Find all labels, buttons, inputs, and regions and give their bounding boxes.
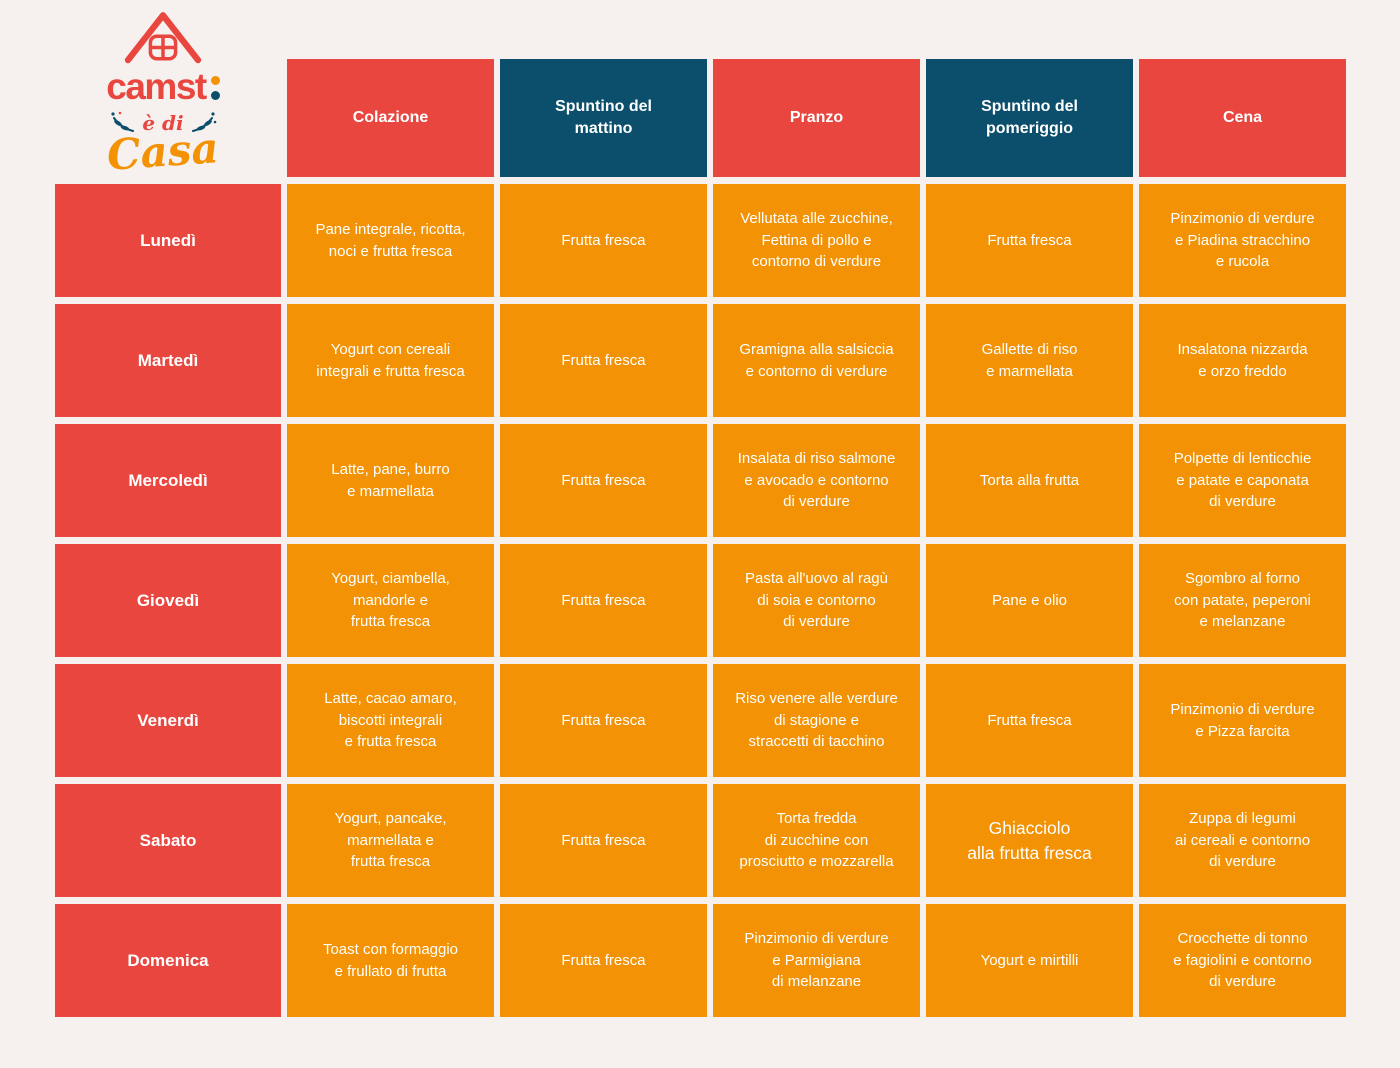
logo-tagline: è di: [109, 111, 216, 135]
meal-cell: Frutta fresca: [500, 784, 707, 897]
day-cell: Mercoledì: [55, 424, 281, 537]
meal-cell: Pinzimonio di verdure e Piadina stracchi…: [1139, 184, 1346, 297]
brand-colon-icon: [210, 76, 220, 100]
day-cell: Giovedì: [55, 544, 281, 657]
meal-cell: Latte, pane, burro e marmellata: [287, 424, 494, 537]
tagline-text: è di: [142, 111, 184, 135]
meal-cell: Frutta fresca: [500, 304, 707, 417]
day-cell: Sabato: [55, 784, 281, 897]
meal-cell: Latte, cacao amaro, biscotti integrali e…: [287, 664, 494, 777]
day-cell: Martedì: [55, 304, 281, 417]
meal-cell: Insalata di riso salmone e avocado e con…: [713, 424, 920, 537]
column-header: Spuntino del mattino: [500, 59, 707, 177]
menu-grid: Colazione Spuntino del mattino Pranzo Spunt…: [55, 59, 1346, 1017]
brand-name: camst: [106, 66, 207, 107]
house-roof-icon: [124, 12, 202, 64]
meal-cell: Torta fredda di zucchine con prosciutto …: [713, 784, 920, 897]
meal-cell: Pinzimonio di verdure e Pizza farcita: [1139, 664, 1346, 777]
meal-cell: Frutta fresca: [500, 424, 707, 537]
day-cell: Domenica: [55, 904, 281, 1017]
meal-cell: Toast con formaggio e frullato di frutta: [287, 904, 494, 1017]
colon-dot-orange: [210, 76, 220, 85]
column-header: Colazione: [287, 59, 494, 177]
meal-cell: Sgombro al forno con patate, peperoni e …: [1139, 544, 1346, 657]
corner-spacer: [55, 59, 281, 177]
meal-cell: Ghiacciolo alla frutta fresca: [926, 784, 1133, 897]
meal-cell: Pane e olio: [926, 544, 1133, 657]
meal-cell: Frutta fresca: [926, 664, 1133, 777]
meal-cell: Gramigna alla salsiccia e contorno di ve…: [713, 304, 920, 417]
meal-cell: Frutta fresca: [500, 664, 707, 777]
meal-cell: Pane integrale, ricotta, noci e frutta f…: [287, 184, 494, 297]
column-header: Cena: [1139, 59, 1346, 177]
leaf-sprig-left-icon: [111, 111, 135, 132]
column-header: Pranzo: [713, 59, 920, 177]
meal-cell: Vellutata alle zucchine, Fettina di poll…: [713, 184, 920, 297]
meal-cell: Torta alla frutta: [926, 424, 1133, 537]
meal-cell: Yogurt con cereali integrali e frutta fr…: [287, 304, 494, 417]
meal-cell: Insalatona nizzarda e orzo freddo: [1139, 304, 1346, 417]
leaf-sprig-right-icon: [191, 112, 216, 132]
meal-cell: Yogurt e mirtilli: [926, 904, 1133, 1017]
camst-logo: camst è di Casa: [88, 8, 238, 180]
meal-cell: Frutta fresca: [500, 184, 707, 297]
meal-cell: Pasta all'uovo al ragù di soia e contorn…: [713, 544, 920, 657]
day-cell: Venerdì: [55, 664, 281, 777]
day-cell: Lunedì: [55, 184, 281, 297]
meal-cell: Frutta fresca: [500, 904, 707, 1017]
meal-cell: Polpette di lenticchie e patate e capona…: [1139, 424, 1346, 537]
meal-cell: Yogurt, ciambella, mandorle e frutta fre…: [287, 544, 494, 657]
meal-cell: Zuppa di legumi ai cereali e contorno di…: [1139, 784, 1346, 897]
meal-cell: Frutta fresca: [926, 184, 1133, 297]
meal-cell: Riso venere alle verdure di stagione e s…: [713, 664, 920, 777]
meal-cell: Yogurt, pancake, marmellata e frutta fre…: [287, 784, 494, 897]
colon-dot-teal: [210, 91, 220, 100]
meal-cell: Gallette di riso e marmellata: [926, 304, 1133, 417]
brand-wordmark: camst: [106, 66, 220, 107]
meal-cell: Pinzimonio di verdure e Parmigiana di me…: [713, 904, 920, 1017]
meal-cell: Crocchette di tonno e fagiolini e contor…: [1139, 904, 1346, 1017]
meal-cell: Frutta fresca: [500, 544, 707, 657]
column-header: Spuntino del pomeriggio: [926, 59, 1133, 177]
